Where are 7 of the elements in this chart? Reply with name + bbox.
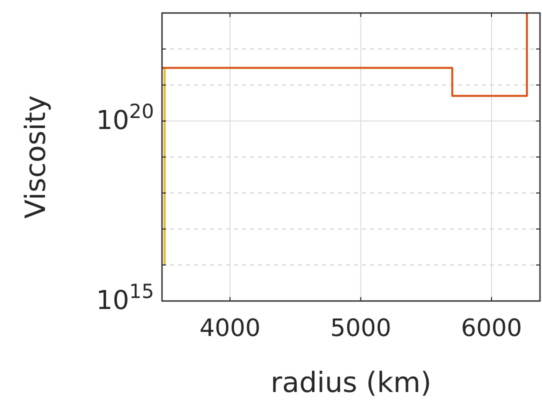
x-tick-label: 4000 (199, 314, 261, 342)
x-tick-label: 6000 (460, 314, 522, 342)
y-tick-label: 10$^{15}$ (96, 280, 154, 316)
x-tick-label: 5000 (330, 314, 392, 342)
x-axis-title: radius (km) (270, 366, 432, 399)
y-axis-title: Viscosity (19, 95, 52, 219)
y-tick-label: 10$^{20}$ (96, 100, 154, 136)
